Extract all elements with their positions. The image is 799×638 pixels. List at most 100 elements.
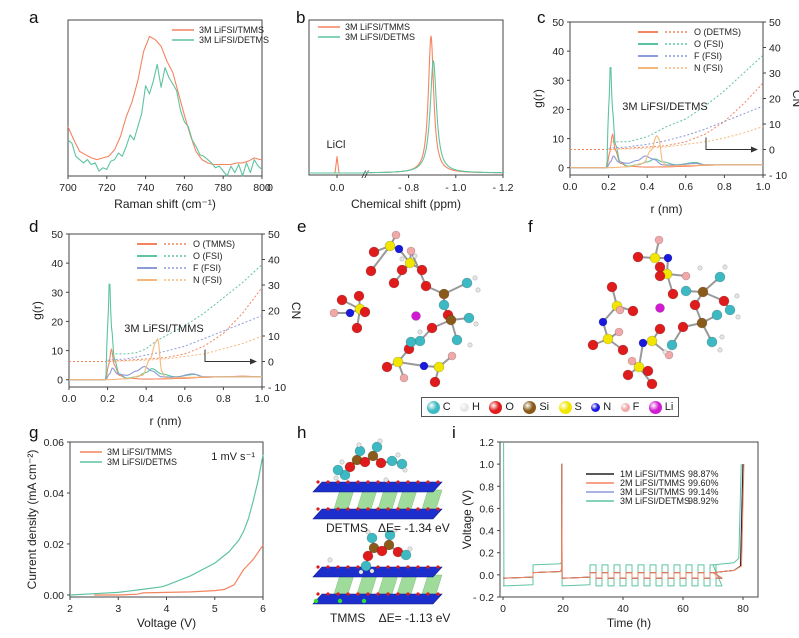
chart-c-y2-tick-label: 10 — [769, 119, 781, 131]
detms-adsorbed-molecule-atom-o — [344, 461, 356, 473]
atom-legend-label: N — [603, 401, 612, 413]
molecule-cluster-e-atom-o — [368, 246, 380, 258]
tmms-adsorbed-molecule-atom-h — [407, 546, 413, 552]
molecule-cluster-f-atom-o — [617, 344, 629, 356]
chart-c-x-tick-label: 0.0 — [563, 181, 578, 193]
tmms-surface-slab-oxygen-atom — [336, 592, 340, 596]
molecule-cluster-e-atom-h — [473, 321, 479, 327]
atom-legend-item-n: N — [591, 401, 611, 413]
detms-surface-slab-oxygen-atom — [366, 507, 370, 511]
detms-adsorbed-molecule-atom-h — [339, 459, 345, 465]
panel-label-f: f — [528, 217, 533, 236]
chart-b-series-1 — [308, 60, 504, 174]
chart-i-legend-0-label: 1M LiFSI/TMMS — [620, 469, 685, 479]
chart-g-x-tick-label: 2 — [67, 603, 73, 615]
chart-a-legend-0-label: 3M LiFSI/TMMS — [199, 25, 264, 35]
chart-c-cn-series-0 — [570, 82, 764, 150]
chart-a-x-tick-label: 800 — [253, 182, 271, 194]
tmms-surface-slab-oxygen-atom — [376, 565, 380, 569]
molecule-cluster-e-atom-f — [447, 351, 457, 361]
chart-b-series-0 — [308, 35, 504, 174]
tmms-surface-slab-oxygen-atom — [386, 592, 390, 596]
detms-adsorbed-molecule-atom-h — [356, 442, 362, 448]
molecule-cluster-e-atom-f — [391, 230, 401, 240]
chart-c-x-tick-label: 0.8 — [717, 181, 732, 193]
detms-surface-slab-oxygen-atom — [416, 480, 420, 484]
tmms-adsorbed-molecule-atom-h — [358, 569, 364, 575]
chart-d-y-tick-label: 0 — [57, 375, 63, 387]
chart-d-y2-tick-label: 0 — [268, 357, 274, 369]
chart-b-axis-break: // — [361, 169, 369, 181]
chart-b-xlabel: Chemical shift (ppm) — [351, 197, 461, 211]
chart-d-legend-1-label: O (FSI) — [193, 251, 223, 261]
detms-surface-slab-lithium-layer — [421, 489, 443, 510]
chart-i-y-tick-label: 0.2 — [479, 548, 494, 560]
molecule-cluster-f-atom-o — [606, 281, 618, 293]
molecule-cluster-e-atom-o — [396, 264, 408, 276]
detms-surface-slab-oxygen-atom — [326, 507, 330, 511]
chart-c-legend-0-label: O (DETMS) — [694, 27, 741, 37]
tmms-surface-slab-lithium-layer — [377, 574, 399, 595]
chart-g-ylabel: Current density (mA cm⁻²) — [25, 450, 39, 590]
tmms-adsorbed-molecule-atom-c — [366, 532, 378, 544]
molecule-cluster-e-atom-o — [359, 306, 371, 318]
detms-adsorbed-molecule-atom-h — [377, 438, 383, 444]
detms-surface-slab-oxygen-atom — [406, 507, 410, 511]
detms-surface-slab-lithium-layer — [396, 489, 418, 510]
chart-a-x-tick-label: 780 — [214, 182, 232, 194]
chart-a-legend-1-label: 3M LiFSI/DETMS — [199, 35, 269, 45]
chart-c-y2label: CN — [790, 90, 799, 107]
tmms-surface-slab-oxygen-atom — [316, 565, 320, 569]
chart-b-licl-annotation: LiCl — [327, 139, 346, 151]
chart-d-y2-tick-label: 40 — [268, 255, 280, 267]
atom-si-sphere-icon — [523, 400, 537, 414]
tmms-surface-slab-oxygen-atom — [436, 565, 440, 569]
molecule-cluster-e-atom-li — [411, 311, 421, 321]
tmms-adsorbed-molecule-atom-o — [362, 550, 374, 562]
chart-d-y2-tick-label: 30 — [268, 280, 280, 292]
chart-d-y2-tick-label: 50 — [268, 229, 280, 241]
tmms-surface-slab-li-site — [313, 598, 319, 604]
molecule-cluster-e-atom-o — [426, 322, 438, 334]
detms-surface-slab-octahedral-layer — [312, 481, 443, 493]
atom-legend-label: C — [442, 401, 451, 413]
molecule-cluster-f-atom-o — [587, 339, 599, 351]
atom-o-sphere-icon — [489, 400, 503, 414]
molecule-cluster-e-atom-o — [429, 376, 441, 388]
molecule-cluster-f-atom-o — [654, 261, 666, 273]
chart-c-right-axis-arrow — [705, 137, 751, 150]
molecule-cluster-f-atom-c — [714, 271, 726, 283]
molecule-cluster-f-atom-si — [697, 286, 709, 298]
tmms-surface-slab-oxygen-atom — [406, 565, 410, 569]
chart-d-legend-2-label: F (FSI) — [193, 263, 221, 273]
molecule-cluster-e-atom-o — [353, 290, 365, 302]
detms-adsorbed-molecule-atom-si — [367, 450, 379, 462]
chart-g-legend-1-label: 3M LiFSI/DETMS — [107, 457, 177, 467]
chart-i-x-tick-label: 0 — [500, 603, 506, 615]
chart-c-y2-tick-label: 20 — [769, 94, 781, 106]
chart-d-gr-series-3 — [69, 338, 262, 381]
tmms-surface-slab-oxygen-atom — [396, 565, 400, 569]
chart-d-title-annotation: 3M LiFSI/TMMS — [124, 323, 203, 335]
chart-d-y2-tick-label: 10 — [268, 331, 280, 343]
molecule-cluster-e-atom-c — [414, 335, 426, 347]
molecule-cluster-f-atom-o — [654, 270, 666, 282]
chart-i-y-tick-label: 0.4 — [479, 526, 494, 538]
detms-surface-slab-oxygen-atom — [336, 480, 340, 484]
tmms-surface-slab-oxygen-atom — [346, 565, 350, 569]
chart-d-cn-series-2 — [107, 315, 263, 361]
chart-g-xlabel: Voltage (V) — [137, 616, 196, 630]
molecule-cluster-f-atom-o — [642, 365, 654, 377]
detms-adsorbed-molecule-atom-c — [396, 458, 408, 470]
chart-i-xlabel: Time (h) — [607, 616, 651, 630]
chart-d-x-tick-label: 0.4 — [139, 393, 154, 405]
molecule-cluster-e-atom-o — [336, 294, 348, 306]
chart-c-y-tick-label: 40 — [552, 46, 564, 58]
chart-d-x-tick-label: 0.6 — [177, 393, 192, 405]
detms-adsorbed-molecule-atom-o — [359, 456, 371, 468]
chart-i-legend-3-label: 3M LiFSI/DETMS — [620, 496, 690, 506]
chart-d-y2label: CN — [289, 302, 303, 319]
panel-label-i: i — [452, 423, 456, 442]
tmms-surface-slab-lithium-layer — [396, 574, 418, 595]
chart-c-cn-series-2 — [608, 105, 764, 149]
